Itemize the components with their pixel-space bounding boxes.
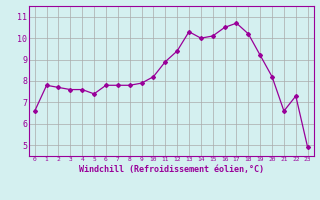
X-axis label: Windchill (Refroidissement éolien,°C): Windchill (Refroidissement éolien,°C) bbox=[79, 165, 264, 174]
